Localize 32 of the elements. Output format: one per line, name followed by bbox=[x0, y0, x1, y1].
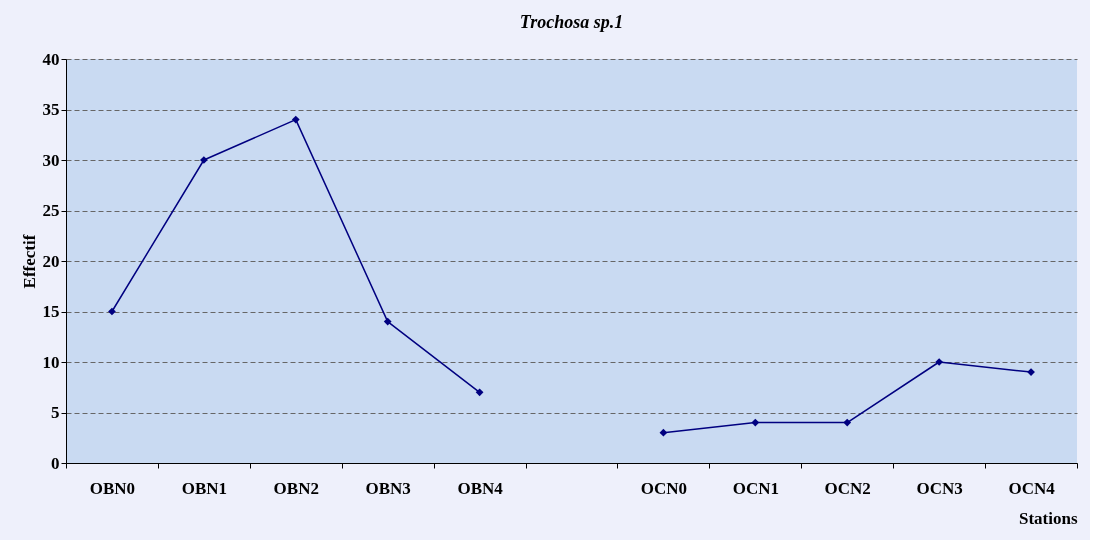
y-tick-label: 5 bbox=[51, 403, 60, 422]
y-axis-title: Effectif bbox=[19, 234, 39, 289]
x-tick-label: OBN4 bbox=[457, 478, 504, 498]
point bbox=[843, 418, 852, 427]
y-tick-label: 0 bbox=[51, 453, 60, 473]
x-tick-label: OCN2 bbox=[824, 478, 871, 498]
point bbox=[659, 428, 668, 437]
y-tick-label: 40 bbox=[42, 49, 60, 69]
x-tick-label: OBN1 bbox=[181, 478, 228, 498]
point bbox=[291, 115, 300, 124]
x-tick-label: OCN1 bbox=[732, 478, 779, 498]
y-tick-label: 20 bbox=[42, 251, 60, 271]
y-tick-label: 15 bbox=[42, 302, 60, 321]
y-tick-label: 35 bbox=[42, 100, 60, 119]
point bbox=[751, 418, 760, 427]
point bbox=[475, 388, 484, 397]
x-axis-title: Stations bbox=[1018, 508, 1078, 528]
point bbox=[108, 307, 116, 316]
point bbox=[1027, 368, 1035, 376]
point bbox=[199, 156, 208, 164]
y-tick-label: 30 bbox=[42, 150, 60, 170]
point bbox=[383, 317, 392, 326]
x-tick-label: OBN0 bbox=[89, 478, 136, 498]
x-tick-label: OBN3 bbox=[365, 478, 411, 498]
x-tick-label: OCN3 bbox=[916, 478, 963, 498]
x-tick-label: OBN2 bbox=[273, 478, 319, 498]
x-tick-label: OCN0 bbox=[640, 478, 688, 498]
y-tick-label: 10 bbox=[42, 352, 60, 372]
x-tick-label: OCN4 bbox=[1008, 478, 1056, 498]
y-tick-label: 25 bbox=[42, 201, 60, 220]
point bbox=[935, 358, 944, 366]
chart-title: Trochosa sp.1 bbox=[519, 12, 624, 32]
